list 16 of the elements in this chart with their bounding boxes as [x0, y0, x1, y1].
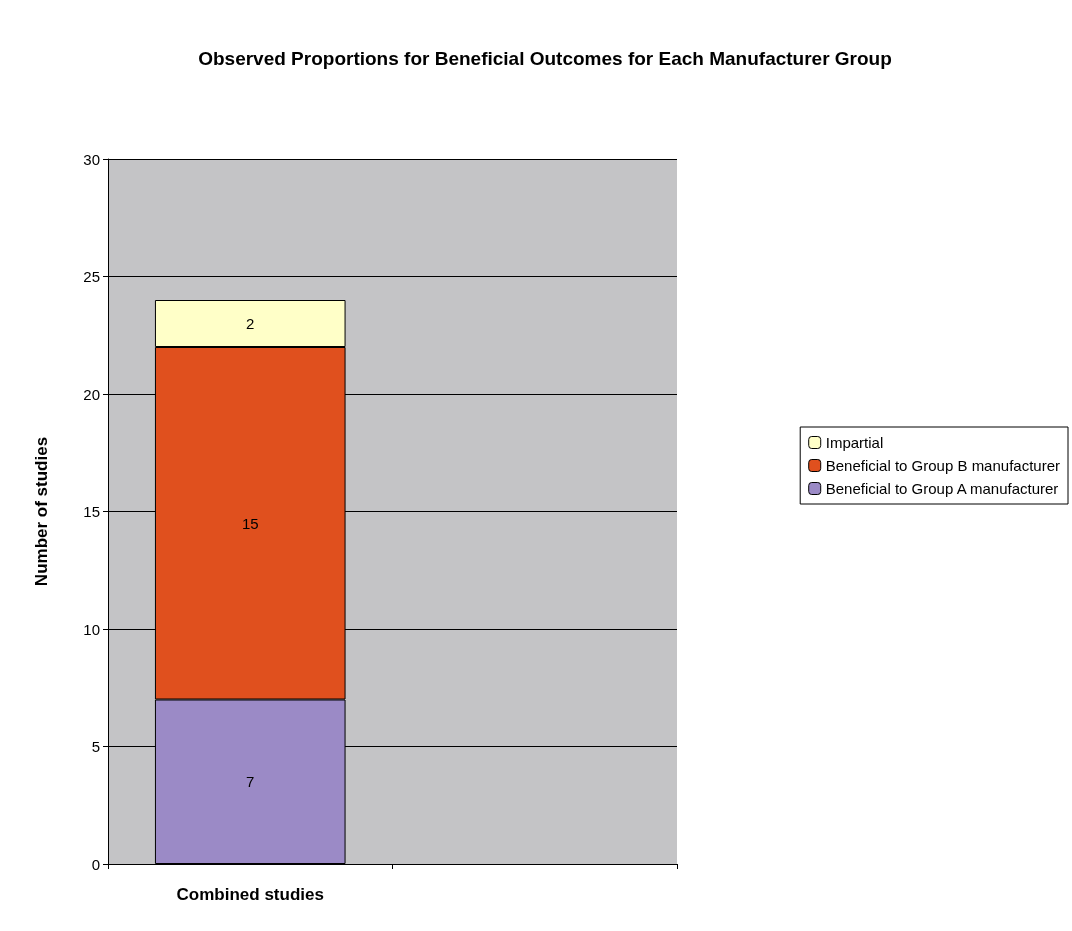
legend-label: Beneficial to Group B manufacturer: [825, 457, 1061, 474]
legend-label: Impartial: [825, 434, 884, 451]
data-label: 15: [241, 514, 259, 532]
data-label: 7: [246, 773, 255, 791]
legend-label: Beneficial to Group A manufacturer: [825, 480, 1059, 497]
y-tick-label: 0: [91, 855, 100, 873]
data-label: 2: [246, 315, 255, 332]
chart-title: Observed Proportions for Beneficial Outcomes for Each Manufacturer Group: [198, 47, 892, 69]
y-tick-label: 30: [83, 150, 100, 168]
x-tick-label: Combined studies: [176, 885, 324, 904]
y-tick-label: 15: [83, 503, 100, 520]
y-tick-label: 10: [83, 620, 100, 638]
y-axis-title: Number of studies: [32, 436, 51, 587]
y-tick-label: 25: [83, 268, 100, 285]
y-tick-label: 5: [91, 738, 100, 755]
y-tick-label: 20: [83, 385, 100, 403]
